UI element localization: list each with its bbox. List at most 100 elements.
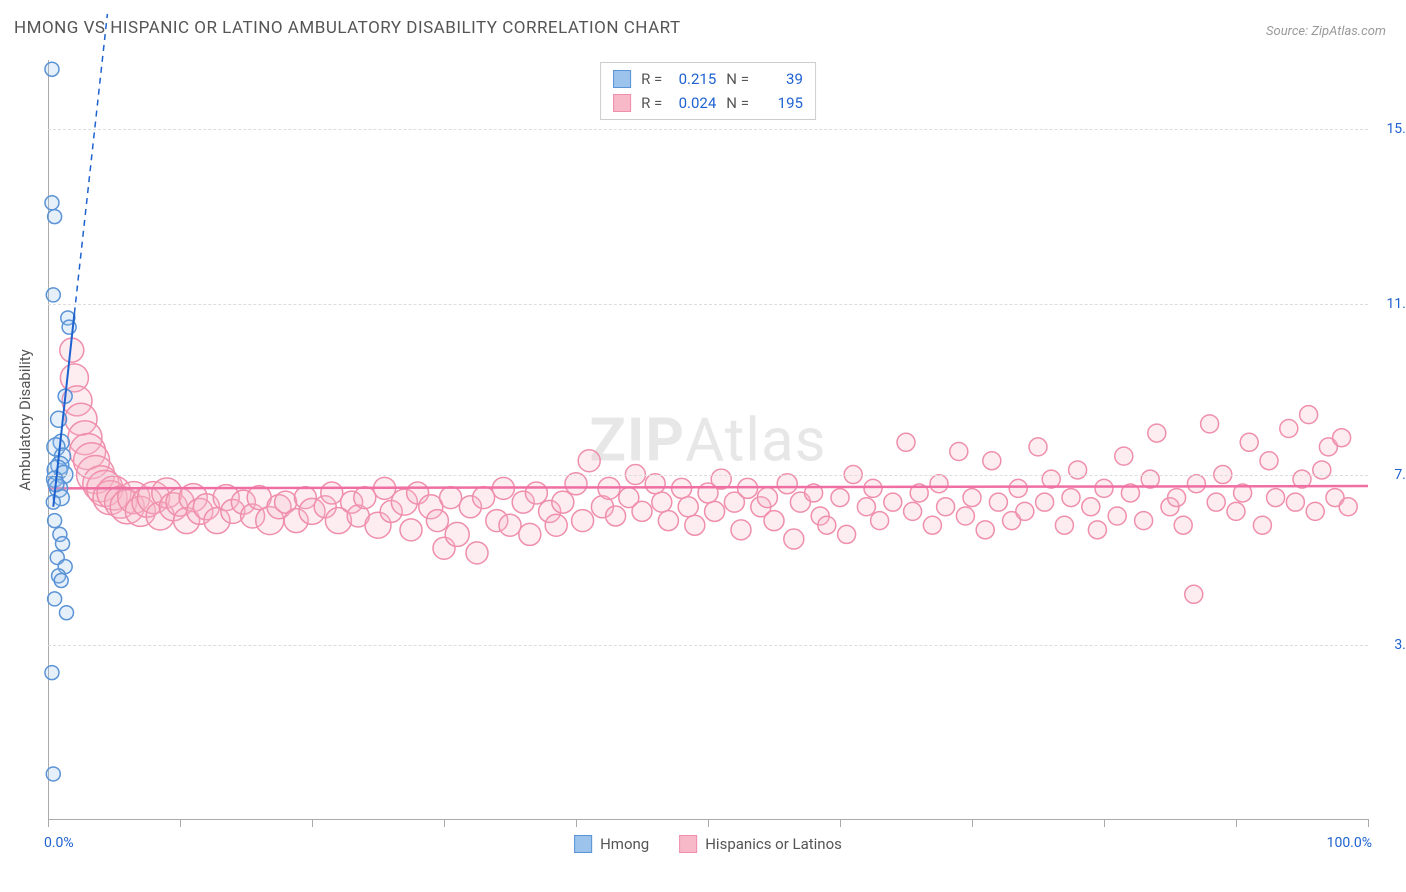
scatter-point: [937, 498, 955, 516]
scatter-point: [871, 512, 889, 530]
scatter-point: [1339, 498, 1357, 516]
scatter-point: [1227, 502, 1245, 520]
scatter-point: [400, 519, 422, 541]
scatter-point: [645, 474, 665, 494]
x-tick: [48, 819, 49, 827]
scatter-point: [857, 498, 875, 516]
trend-line: [74, 14, 107, 313]
scatter-point: [904, 502, 922, 520]
x-tick: [1104, 819, 1105, 827]
scatter-point: [1115, 447, 1133, 465]
scatter-point: [1300, 406, 1318, 424]
scatter-point: [950, 443, 968, 461]
scatter-point: [757, 488, 777, 508]
scatter-point: [632, 501, 652, 521]
scatter-point: [48, 514, 62, 528]
scatter-point: [658, 511, 678, 531]
scatter-point: [354, 487, 376, 509]
y-tick-label: 15.0%: [1374, 121, 1406, 137]
scatter-point: [989, 493, 1007, 511]
scatter-point: [864, 479, 882, 497]
scatter-point: [976, 521, 994, 539]
scatter-point: [606, 506, 626, 526]
scatter-point: [1135, 512, 1153, 530]
scatter-point: [1069, 461, 1087, 479]
scatter-point: [1207, 493, 1225, 511]
gridline-h: [48, 645, 1368, 646]
x-axis-min-label: 0.0%: [44, 835, 74, 851]
scatter-point: [956, 507, 974, 525]
legend-item-hmong: Hmong: [574, 835, 649, 853]
x-tick: [1368, 819, 1369, 827]
gridline-h: [48, 304, 1368, 305]
x-tick: [444, 819, 445, 827]
series-legend: Hmong Hispanics or Latinos: [574, 835, 842, 853]
scatter-point: [818, 516, 836, 534]
scatter-point: [1036, 493, 1054, 511]
scatter-point: [1062, 489, 1080, 507]
scatter-point: [473, 487, 495, 509]
scatter-point: [731, 520, 751, 540]
scatter-point: [678, 497, 698, 517]
trend-line: [48, 486, 1368, 488]
scatter-point: [54, 573, 68, 587]
scatter-point: [1313, 461, 1331, 479]
scatter-point: [705, 501, 725, 521]
scatter-point: [1016, 502, 1034, 520]
scatter-point: [445, 522, 469, 546]
scatter-point: [525, 482, 547, 504]
scatter-point: [1055, 516, 1073, 534]
scatter-point: [764, 511, 784, 531]
x-tick: [840, 819, 841, 827]
swatch-hmong: [574, 835, 592, 853]
scatter-point: [1333, 429, 1351, 447]
scatter-point: [884, 493, 902, 511]
scatter-point: [45, 62, 59, 76]
x-tick: [1236, 819, 1237, 827]
scatter-point: [1174, 516, 1192, 534]
scatter-point: [1260, 452, 1278, 470]
scatter-point: [426, 510, 448, 532]
scatter-point: [1267, 489, 1285, 507]
x-axis-max-label: 100.0%: [1327, 835, 1372, 851]
scatter-point: [1201, 415, 1219, 433]
legend-label-hispanic: Hispanics or Latinos: [705, 835, 842, 853]
scatter-point: [784, 529, 804, 549]
gridline-h: [48, 475, 1368, 476]
y-tick-label: 7.5%: [1374, 467, 1406, 483]
scatter-point: [1029, 438, 1047, 456]
scatter-point: [48, 592, 62, 606]
scatter-point: [652, 492, 672, 512]
scatter-point: [321, 482, 343, 504]
scatter-point: [466, 542, 488, 564]
scatter-point: [1286, 493, 1304, 511]
scatter-point: [578, 450, 600, 472]
scatter-point: [983, 452, 1001, 470]
scatter-point: [1168, 489, 1186, 507]
scatter-point: [499, 514, 521, 536]
scatter-point: [565, 473, 587, 495]
scatter-point: [1082, 498, 1100, 516]
legend-item-hispanic: Hispanics or Latinos: [679, 835, 842, 853]
scatter-point: [685, 515, 705, 535]
scatter-point: [1253, 516, 1271, 534]
scatter-point: [552, 491, 574, 513]
scatter-point: [1095, 479, 1113, 497]
scatter-point: [1306, 502, 1324, 520]
scatter-point: [1088, 521, 1106, 539]
scatter-point: [545, 514, 567, 536]
scatter-point: [777, 474, 797, 494]
x-tick: [576, 819, 577, 827]
scatter-point: [572, 510, 594, 532]
scatter-point: [838, 525, 856, 543]
scatter-svg: [48, 60, 1368, 819]
y-tick-label: 3.8%: [1374, 637, 1406, 653]
scatter-point: [48, 210, 62, 224]
legend-label-hmong: Hmong: [600, 835, 649, 853]
y-axis-title: Ambulatory Disability: [16, 349, 34, 491]
scatter-point: [1009, 479, 1027, 497]
chart-title: HMONG VS HISPANIC OR LATINO AMBULATORY D…: [14, 18, 681, 38]
scatter-point: [963, 489, 981, 507]
gridline-h: [48, 129, 1368, 130]
scatter-point: [45, 666, 59, 680]
